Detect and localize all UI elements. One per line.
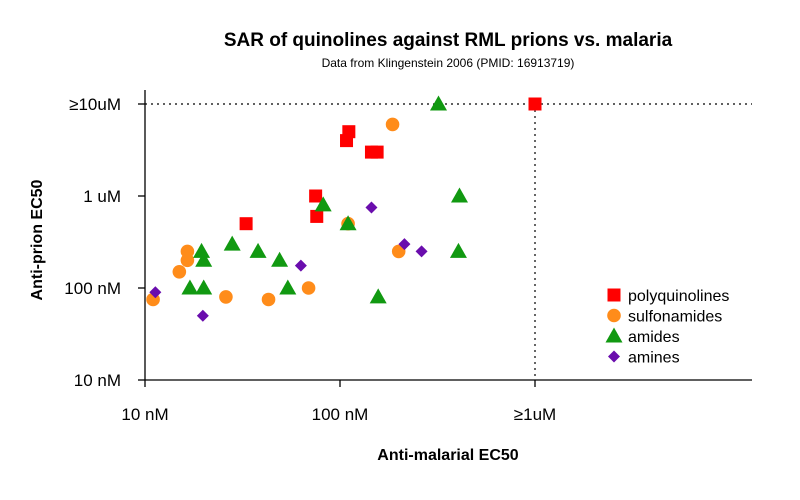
amides-point: [249, 242, 267, 258]
amides-point: [339, 215, 357, 231]
amides-point: [195, 279, 213, 295]
x-tick-label: 10 nM: [121, 405, 168, 424]
y-tick-label: 100 nM: [64, 279, 121, 298]
amides-point: [314, 196, 332, 212]
legend-marker-polyquinolines: [607, 288, 621, 302]
y-axis-label: Anti-prion EC50: [29, 179, 46, 300]
amides-point: [193, 242, 211, 258]
sulfonamides-point: [180, 253, 195, 268]
sulfonamides-point: [391, 244, 406, 259]
sulfonamides-point: [261, 292, 276, 307]
amines-point: [196, 309, 209, 322]
legend-marker-amines: [608, 350, 620, 363]
amines-point: [365, 201, 378, 214]
amides-point: [430, 95, 448, 111]
amines-point: [398, 238, 411, 251]
amines-point: [149, 286, 162, 299]
legend: polyquinolines sulfonamides amides amines: [605, 288, 729, 367]
sulfonamides-point: [219, 290, 233, 304]
legend-label-amines: amines: [628, 350, 680, 367]
x-axis-label: Anti-malarial EC50: [377, 447, 518, 464]
x-tick-label: 100 nM: [312, 405, 369, 424]
amides-point: [449, 242, 467, 258]
amides-point: [195, 251, 213, 267]
legend-label-polyquinolines: polyquinolines: [628, 288, 729, 305]
sulfonamides-point: [385, 117, 400, 132]
legend-marker-amides: [605, 327, 623, 343]
chart-subtitle: Data from Klingenstein 2006 (PMID: 16913…: [322, 56, 575, 70]
amides-point: [223, 235, 241, 251]
polyquinolines-point: [370, 145, 384, 159]
legend-marker-sulfonamides: [607, 308, 621, 323]
y-tick-label: 10 nM: [74, 371, 121, 390]
legend-label-amides: amides: [628, 329, 680, 346]
sulfonamides-point: [301, 281, 316, 295]
series-polyquinolines: [239, 97, 542, 231]
amides-point: [271, 251, 289, 267]
series-amides: [181, 95, 468, 304]
polyquinolines-point: [239, 217, 253, 231]
sulfonamides-point: [172, 264, 187, 279]
data-points: [146, 95, 542, 322]
series-amines: [149, 201, 428, 322]
amides-point: [450, 187, 468, 203]
amines-point: [415, 245, 428, 258]
x-axis-ticks: 10 nM 100 nM ≥1uM: [121, 380, 556, 424]
polyquinolines-point: [528, 97, 542, 111]
polyquinolines-point: [342, 125, 356, 139]
polyquinolines-point: [310, 209, 324, 223]
amides-point: [279, 279, 297, 295]
legend-label-sulfonamides: sulfonamides: [628, 309, 722, 326]
amides-point: [369, 288, 387, 304]
polyquinolines-point: [309, 189, 323, 203]
y-tick-label: ≥10uM: [69, 95, 121, 114]
y-axis-ticks: 10 nM 100 nM 1 uM ≥10uM: [64, 95, 145, 390]
chart-title: SAR of quinolines against RML prions vs.…: [224, 30, 673, 51]
x-tick-label: ≥1uM: [514, 405, 556, 424]
amides-point: [181, 279, 199, 295]
y-tick-label: 1 uM: [83, 187, 121, 206]
amines-point: [294, 259, 307, 272]
